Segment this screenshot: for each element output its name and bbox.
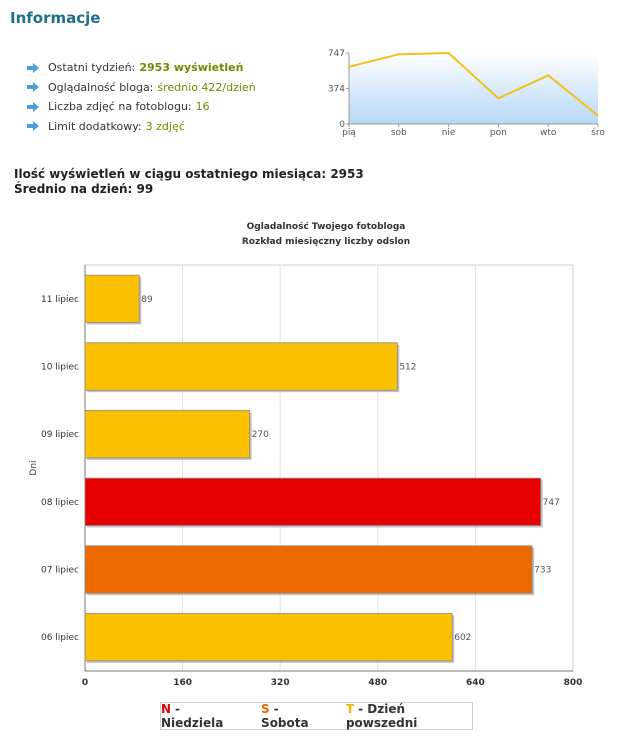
- legend-item-sunday: N- Niedziela: [161, 702, 224, 730]
- y-tick-label: 0: [339, 120, 345, 130]
- bar: [84, 274, 140, 323]
- arrow-right-icon: [27, 121, 39, 132]
- x-tick-label: 320: [271, 678, 290, 688]
- y-tick-label: 07 lipiec: [41, 566, 79, 576]
- bar-value-label: 512: [399, 363, 416, 373]
- x-tick-label: nie: [442, 128, 456, 138]
- bar-value-label: 733: [534, 566, 551, 576]
- data-point: [497, 97, 500, 100]
- info-label: Liczba zdjęć na fotoblogu:: [48, 100, 192, 114]
- x-tick-label: 480: [368, 678, 387, 688]
- x-tick-label: 800: [564, 678, 583, 688]
- data-point: [398, 53, 400, 56]
- y-tick-label: 374: [328, 84, 345, 94]
- y-tick-label: 747: [328, 49, 345, 59]
- plot-area: [84, 264, 574, 672]
- bar-value-label: 602: [454, 633, 471, 643]
- data-point: [447, 52, 450, 54]
- info-value: 16: [195, 100, 210, 114]
- page-title: Informacje: [10, 9, 101, 27]
- info-label: Oglądalność bloga:: [48, 80, 154, 94]
- y-tick-label: 11 lipiec: [41, 295, 79, 305]
- bar-value-label: 270: [252, 430, 269, 440]
- info-item-limit: Limit dodatkowy: 3 zdjęć: [27, 117, 256, 137]
- x-tick-label: 0: [82, 678, 88, 688]
- y-tick-label: 09 lipiec: [41, 430, 79, 440]
- info-list: Ostatni tydzień: 2953 wyświetleń Oglądal…: [27, 58, 256, 136]
- info-item-last-week: Ostatni tydzień: 2953 wyświetleń: [27, 58, 256, 78]
- x-tick-label: 640: [466, 678, 485, 688]
- bar: [84, 613, 453, 662]
- info-item-views: Oglądalność bloga: średnio 422/dzień: [27, 78, 256, 98]
- info-value: 3 zdjęć: [145, 119, 185, 133]
- bar: [84, 410, 251, 459]
- info-item-photo-count: Liczba zdjęć na fotoblogu: 16: [27, 97, 256, 117]
- chart-subtitle: Rozkład miesięczny liczby odslon: [242, 237, 410, 247]
- bar-value-label: 89: [141, 295, 153, 305]
- y-tick-label: 10 lipiec: [41, 363, 79, 373]
- chart-legend: N- Niedziela S- Sobota T- Dzień powszedn…: [160, 702, 473, 730]
- y-tick-label: 08 lipiec: [41, 498, 79, 508]
- bar: [84, 545, 533, 594]
- arrow-right-icon: [27, 101, 39, 112]
- info-value: 2953 wyświetleń: [139, 61, 244, 75]
- monthly-views-text: Ilość wyświetleń w ciągu ostatniego mies…: [14, 167, 364, 181]
- daily-average-text: Średnio na dzień: 99: [14, 182, 154, 196]
- views-line: [348, 51, 599, 117]
- monthly-summary: Ilość wyświetleń w ciągu ostatniego mies…: [14, 167, 364, 197]
- arrow-right-icon: [27, 82, 39, 93]
- y-axis-label: Dni: [29, 460, 39, 475]
- info-value: średnio 422/dzień: [157, 80, 256, 94]
- arrow-right-icon: [27, 62, 39, 73]
- bar: [84, 342, 398, 391]
- x-tick-label: pon: [490, 128, 507, 138]
- data-point: [348, 65, 350, 68]
- info-label: Ostatni tydzień:: [48, 61, 136, 75]
- plot-area: [349, 53, 598, 124]
- x-tick-label: śro: [591, 127, 605, 138]
- bar: [84, 477, 542, 526]
- monthly-views-bar-chart: Ogladalność Twojego fotobloga Rozkład mie…: [29, 221, 583, 688]
- y-tick-label: 06 lipiec: [41, 633, 79, 643]
- bar-value-label: 747: [543, 498, 560, 508]
- chart-title: Ogladalność Twojego fotobloga: [247, 221, 406, 232]
- legend-item-weekday: T- Dzień powszedni: [345, 702, 418, 730]
- x-tick-label: wto: [540, 128, 557, 138]
- x-tick-label: 160: [173, 678, 192, 688]
- data-point: [597, 114, 599, 117]
- x-tick-label: sob: [391, 128, 407, 138]
- data-point: [547, 74, 549, 77]
- info-label: Limit dodatkowy:: [48, 119, 142, 133]
- x-tick-label: pią: [342, 128, 356, 138]
- legend-item-saturday: S- Sobota: [261, 702, 309, 730]
